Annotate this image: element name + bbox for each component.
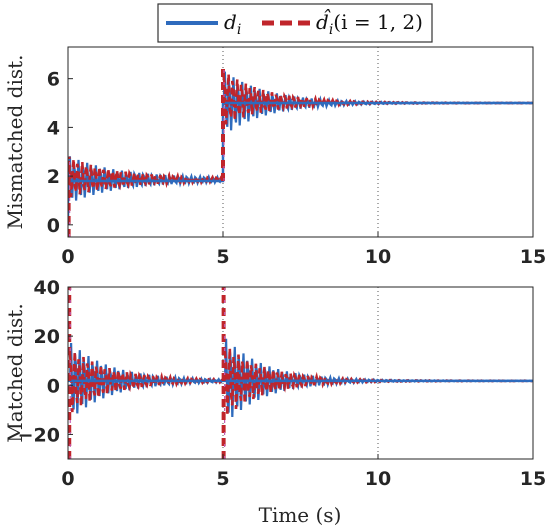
y-tick-label: 4 <box>47 117 60 139</box>
top-ticks: 0 5 10 15 0 2 4 6 <box>47 69 546 268</box>
series-estimate-oscillation <box>68 74 533 197</box>
y-tick-label: −20 <box>18 424 60 446</box>
y-tick-label: 0 <box>47 215 60 237</box>
legend-label-actual: di <box>224 10 241 38</box>
legend: di d̂i(i = 1, 2) <box>157 3 433 43</box>
x-tick-label: 15 <box>520 468 546 490</box>
x-tick-label: 0 <box>61 246 74 268</box>
top-ylabel: Mismatched dist. <box>3 55 27 230</box>
y-tick-label: 0 <box>47 375 60 397</box>
top-series-group <box>68 47 533 237</box>
series-actual-line <box>68 101 533 225</box>
clipped-series <box>68 68 533 237</box>
clipped-series <box>68 287 533 459</box>
bottom-axes-box <box>67 286 534 460</box>
bottom-series-group <box>68 287 533 459</box>
top-axes-box <box>67 46 534 238</box>
subplot-mismatched: 0 5 10 15 0 2 4 6 Mismatched dist. <box>3 46 546 268</box>
bottom-ylabel: Matched dist. <box>3 303 27 442</box>
x-tick-label: 5 <box>216 468 229 490</box>
x-tick-label: 10 <box>365 468 391 490</box>
x-tick-label: 10 <box>365 246 391 268</box>
y-tick-label: 2 <box>47 166 60 188</box>
y-tick-label: 20 <box>34 326 60 348</box>
bottom-xlabel: Time (s) <box>259 503 342 527</box>
y-tick-label: 40 <box>34 277 60 299</box>
x-tick-label: 0 <box>61 468 74 490</box>
x-tick-label: 5 <box>216 246 229 268</box>
x-tick-label: 15 <box>520 246 546 268</box>
y-tick-label: 6 <box>47 69 60 91</box>
legend-label-estimate: d̂i(i = 1, 2) <box>316 8 423 38</box>
